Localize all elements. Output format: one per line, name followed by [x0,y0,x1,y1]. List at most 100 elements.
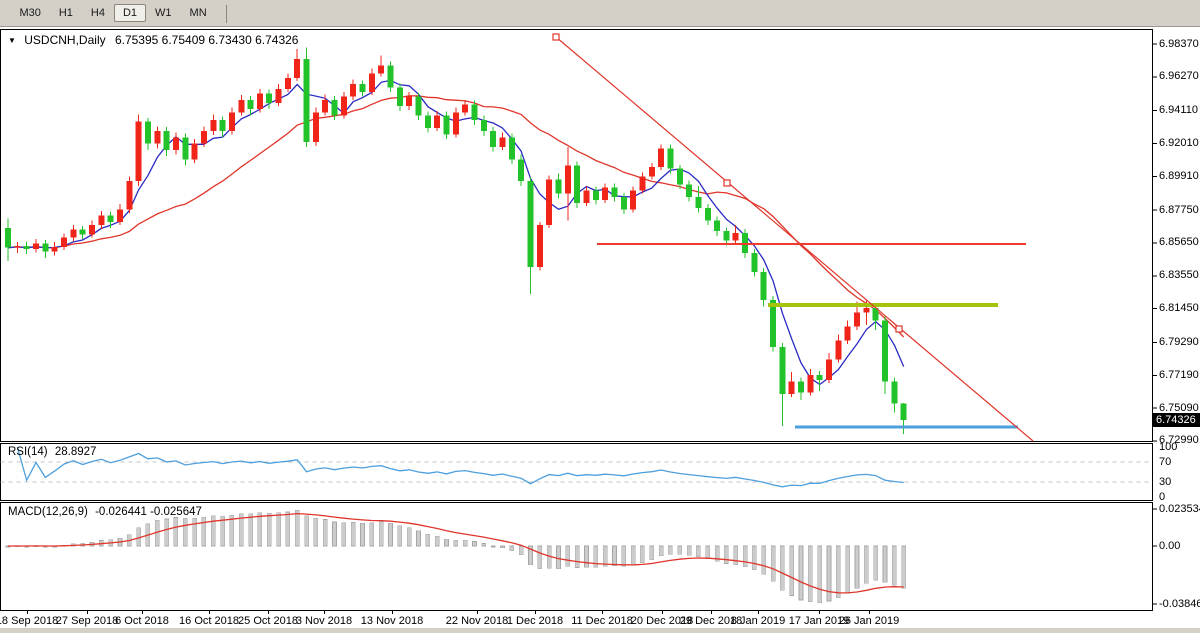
symbol-period-label: USDCNH,Daily [24,33,106,47]
candle-body [872,307,879,321]
candle-body [583,190,590,204]
rsi-tick-label: 70 [1159,455,1172,468]
macd-histogram-bar [360,523,365,547]
candle-body [667,148,674,169]
tab-timeframe-h4[interactable]: H4 [90,7,105,19]
macd-histogram-bar [425,533,431,547]
macd-histogram-bar [705,545,711,560]
candle-body [900,403,907,421]
macd-histogram-bar [406,527,412,547]
candle-body [396,87,403,107]
macd-histogram-bar [742,545,748,568]
trendline-anchor[interactable] [895,325,903,333]
macd-histogram-bar [192,517,197,547]
macd-histogram-bar [780,545,785,591]
current-price-tag: 6.74326 [1153,413,1200,428]
macd-histogram-bar [136,527,141,547]
candle-body [676,168,683,185]
candle-body [60,237,67,247]
macd-histogram-bar [518,545,524,556]
candle-body [648,167,655,177]
candle-body [779,346,786,394]
price-tick-label: 6.94110 [1159,104,1198,117]
candle-body [555,179,562,194]
timeframe-toolbar: M30 H1 H4 D1 W1 MN [0,0,1200,27]
candle-body [191,143,198,160]
macd-plot [5,509,906,603]
candle-body [200,131,207,144]
candle-body [247,99,254,110]
macd-histogram-bar [472,541,477,547]
candle-body [116,209,123,222]
macd-histogram-bar [845,545,851,594]
macd-histogram-bar [808,545,813,602]
candle-body [863,307,870,313]
price-tick-label: 6.98370 [1159,37,1199,50]
tab-timeframe-mn[interactable]: MN [189,7,207,19]
macd-histogram-bar [686,545,692,556]
date-tick-label: 1 Dec 2018 [506,615,564,627]
macd-histogram-bar [892,545,897,586]
macd-histogram-bar [621,545,627,567]
macd-histogram-bar [836,545,841,598]
rsi-value: 28.8927 [54,446,97,458]
candle-body [23,246,30,250]
tab-timeframe-w1[interactable]: W1 [155,7,172,19]
candle-body [686,184,693,197]
descending-trendline[interactable] [555,36,1034,442]
candle-body [499,137,506,147]
ma-slow-line [7,95,905,338]
macd-histogram-bar [593,545,599,568]
candle-body [751,253,758,272]
macd-histogram-bar [201,516,207,547]
candle-body [807,375,814,393]
trendline-anchor[interactable] [552,33,560,41]
candle-body [5,228,11,248]
candle-body [704,207,711,221]
candle-body [331,99,338,116]
candle-body [835,340,842,360]
candle-body [14,246,21,248]
main-chart-panel[interactable] [0,29,1153,442]
candle-body [359,84,366,93]
macd-histogram-bar [276,512,281,547]
macd-histogram-bar [257,512,263,547]
candle-body [275,88,282,103]
candle-body [480,120,487,132]
tab-timeframe-h1[interactable]: H1 [58,7,73,19]
macd-tick-label: -0.038466 [1159,597,1200,610]
candle-body [452,112,459,135]
rsi-indicator-label: RSI(14) 28.8927 [8,446,97,458]
candle-body [312,112,319,143]
macd-histogram-bar [220,515,225,547]
candle-body [732,232,739,241]
candle-body [406,96,413,107]
macd-histogram-bar [556,545,561,569]
candle-body [434,115,441,128]
candle-body [182,137,189,160]
price-tick-label: 6.92010 [1159,136,1199,149]
rsi-panel[interactable] [0,443,1153,501]
candle-body [882,320,889,382]
macd-histogram-bar [574,545,580,568]
candle-body [266,93,273,103]
trendline-anchor[interactable] [723,179,731,187]
candle-body [714,220,721,232]
macd-histogram-bar [266,512,272,547]
candle-body [415,96,422,116]
candle-body [527,181,534,268]
candle-body [98,215,105,225]
candle-body [854,312,861,327]
tab-timeframe-d1[interactable]: D1 [113,4,147,22]
macd-histogram-bar [565,545,571,567]
candle-body [387,65,394,88]
macd-signal-line [8,512,904,594]
tab-timeframe-m30[interactable]: M30 [19,7,41,19]
candle-body [238,99,245,113]
macd-histogram-bar [313,518,319,547]
candle-body [536,224,543,268]
macd-histogram-bar [864,545,869,584]
candle-body [639,176,646,191]
